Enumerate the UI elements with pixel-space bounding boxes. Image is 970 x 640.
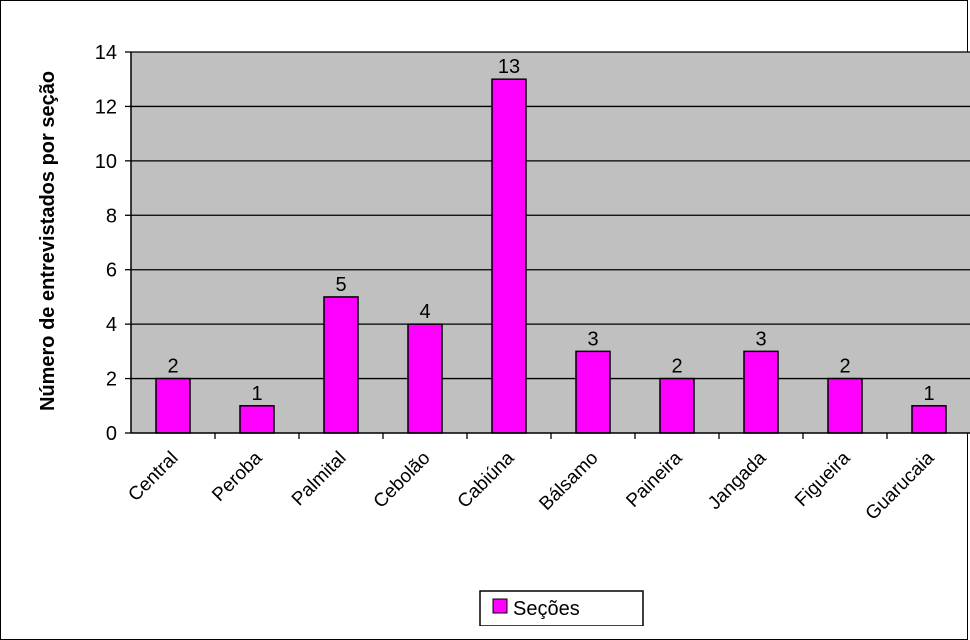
y-tick-label: 4 xyxy=(106,314,117,336)
data-label: 4 xyxy=(419,301,430,323)
y-tick-label: 6 xyxy=(106,260,117,282)
x-tick-label: Jangada xyxy=(704,447,771,514)
data-label: 1 xyxy=(251,383,262,405)
bar-cabiúna xyxy=(492,79,526,433)
x-tick-label: Bálsamo xyxy=(535,448,602,515)
y-tick-label: 8 xyxy=(106,205,117,227)
x-tick-label: Cebolão xyxy=(370,448,435,513)
x-tick-label: Figueira xyxy=(791,447,855,511)
bar-figueira xyxy=(828,379,862,433)
x-tick-label: Cabiúna xyxy=(454,447,519,512)
data-label: 5 xyxy=(335,274,346,296)
data-label: 2 xyxy=(671,356,682,378)
x-tick-label: Palmital xyxy=(288,448,351,511)
bar-chart: 2 1 5 4 13 3 2 3 2 1 0 2 4 6 8 10 12 14 Central Peroba Palm… xyxy=(1,1,970,626)
data-label: 3 xyxy=(755,328,766,350)
y-tick-label: 0 xyxy=(106,423,117,445)
y-tick-label: 2 xyxy=(106,369,117,391)
bar-jangada xyxy=(744,351,778,433)
data-label: 3 xyxy=(587,328,598,350)
legend-label: Seções xyxy=(513,598,580,620)
legend: Seções xyxy=(480,591,643,626)
bar-palmital xyxy=(324,297,358,433)
y-axis-title: Número de entrevistados por seção xyxy=(37,71,59,411)
bar-paineira xyxy=(660,379,694,433)
x-tick-label: Central xyxy=(124,448,182,506)
y-tick-label: 12 xyxy=(95,96,117,118)
bar-peroba xyxy=(240,406,274,433)
y-tick-label: 10 xyxy=(95,151,117,173)
x-tick-label: Paineira xyxy=(622,447,686,511)
bar-bálsamo xyxy=(576,351,610,433)
x-tick-label: Peroba xyxy=(208,447,266,505)
x-tick-label: Guarucaia xyxy=(862,447,939,524)
data-label: 2 xyxy=(167,356,178,378)
data-label: 13 xyxy=(498,56,520,78)
bar-guarucaia xyxy=(912,406,946,433)
y-tick-label: 14 xyxy=(95,42,117,64)
data-label: 2 xyxy=(839,356,850,378)
bar-central xyxy=(156,379,190,433)
data-label: 1 xyxy=(923,383,934,405)
legend-swatch xyxy=(493,599,507,613)
bar-cebolão xyxy=(408,324,442,433)
